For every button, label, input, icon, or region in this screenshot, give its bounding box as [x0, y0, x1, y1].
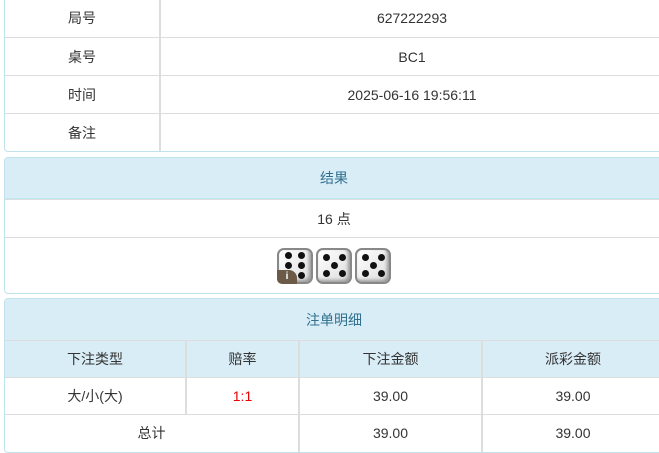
col-odds: 赔率 [185, 340, 299, 378]
table-number: BC1 [398, 48, 426, 65]
info-row-table: 桌号 BC1 [5, 37, 659, 75]
label: 备注 [5, 114, 161, 151]
pip [377, 254, 385, 261]
remark [161, 114, 659, 151]
info-row-round: 局号 627222293 [5, 0, 659, 37]
col-payout: 派彩金额 [481, 340, 659, 378]
total-label: 总计 [5, 414, 299, 452]
pip [361, 254, 369, 261]
bet-details-panel: 注单明细 下注类型 赔率 下注金额 派彩金额 大/小(大) 1:1 39.00 39.00 … [4, 298, 659, 453]
info-row-time: 时间 2025-06-16 19:56:11 [5, 75, 659, 113]
pip [285, 252, 293, 260]
bet-details-title: 注单明细 [5, 299, 659, 340]
pip [297, 252, 305, 260]
label: 时间 [5, 76, 161, 113]
pip [297, 271, 305, 279]
col-amount: 下注金额 [298, 340, 482, 378]
odds: 1:1 [185, 377, 299, 415]
label: 局号 [5, 0, 161, 37]
pip [377, 270, 385, 277]
result-title: 结果 [5, 158, 659, 199]
label: 桌号 [5, 38, 161, 75]
col-bet-type: 下注类型 [5, 340, 186, 378]
bet-amount: 39.00 [298, 377, 482, 415]
pip [338, 254, 346, 261]
info-icon[interactable]: i [277, 269, 297, 284]
result-panel: 结果 16 点 i [4, 157, 659, 294]
round-number: 627222293 [376, 10, 448, 26]
table-row: 大/小(大) 1:1 39.00 39.00 [5, 377, 659, 415]
pip [297, 262, 305, 269]
pip [361, 270, 369, 277]
die-5 [355, 247, 391, 284]
info-row-remark: 备注 [5, 113, 659, 151]
total-amount: 39.00 [298, 414, 482, 452]
result-points: 16 点 [5, 199, 659, 237]
pip [369, 262, 377, 269]
die-5 [316, 247, 352, 284]
payout: 39.00 [481, 377, 659, 415]
dice-row: i [5, 237, 659, 293]
bet-table: 下注类型 赔率 下注金额 派彩金额 大/小(大) 1:1 39.00 39.00 总计 39.… [5, 340, 659, 452]
pip [322, 254, 330, 261]
total-payout: 39.00 [481, 414, 659, 452]
die-6: i [277, 247, 313, 284]
pip [322, 270, 330, 277]
pip [338, 270, 346, 277]
total-row: 总计 39.00 39.00 [5, 414, 659, 452]
round-info-table: 局号 627222293 桌号 BC1 时间 2025-06-16 19:56:11 … [4, 0, 659, 152]
time: 2025-06-16 19:56:11 [347, 86, 477, 103]
bet-type: 大/小(大) [5, 377, 186, 415]
pip [285, 262, 293, 269]
pip [330, 262, 338, 269]
